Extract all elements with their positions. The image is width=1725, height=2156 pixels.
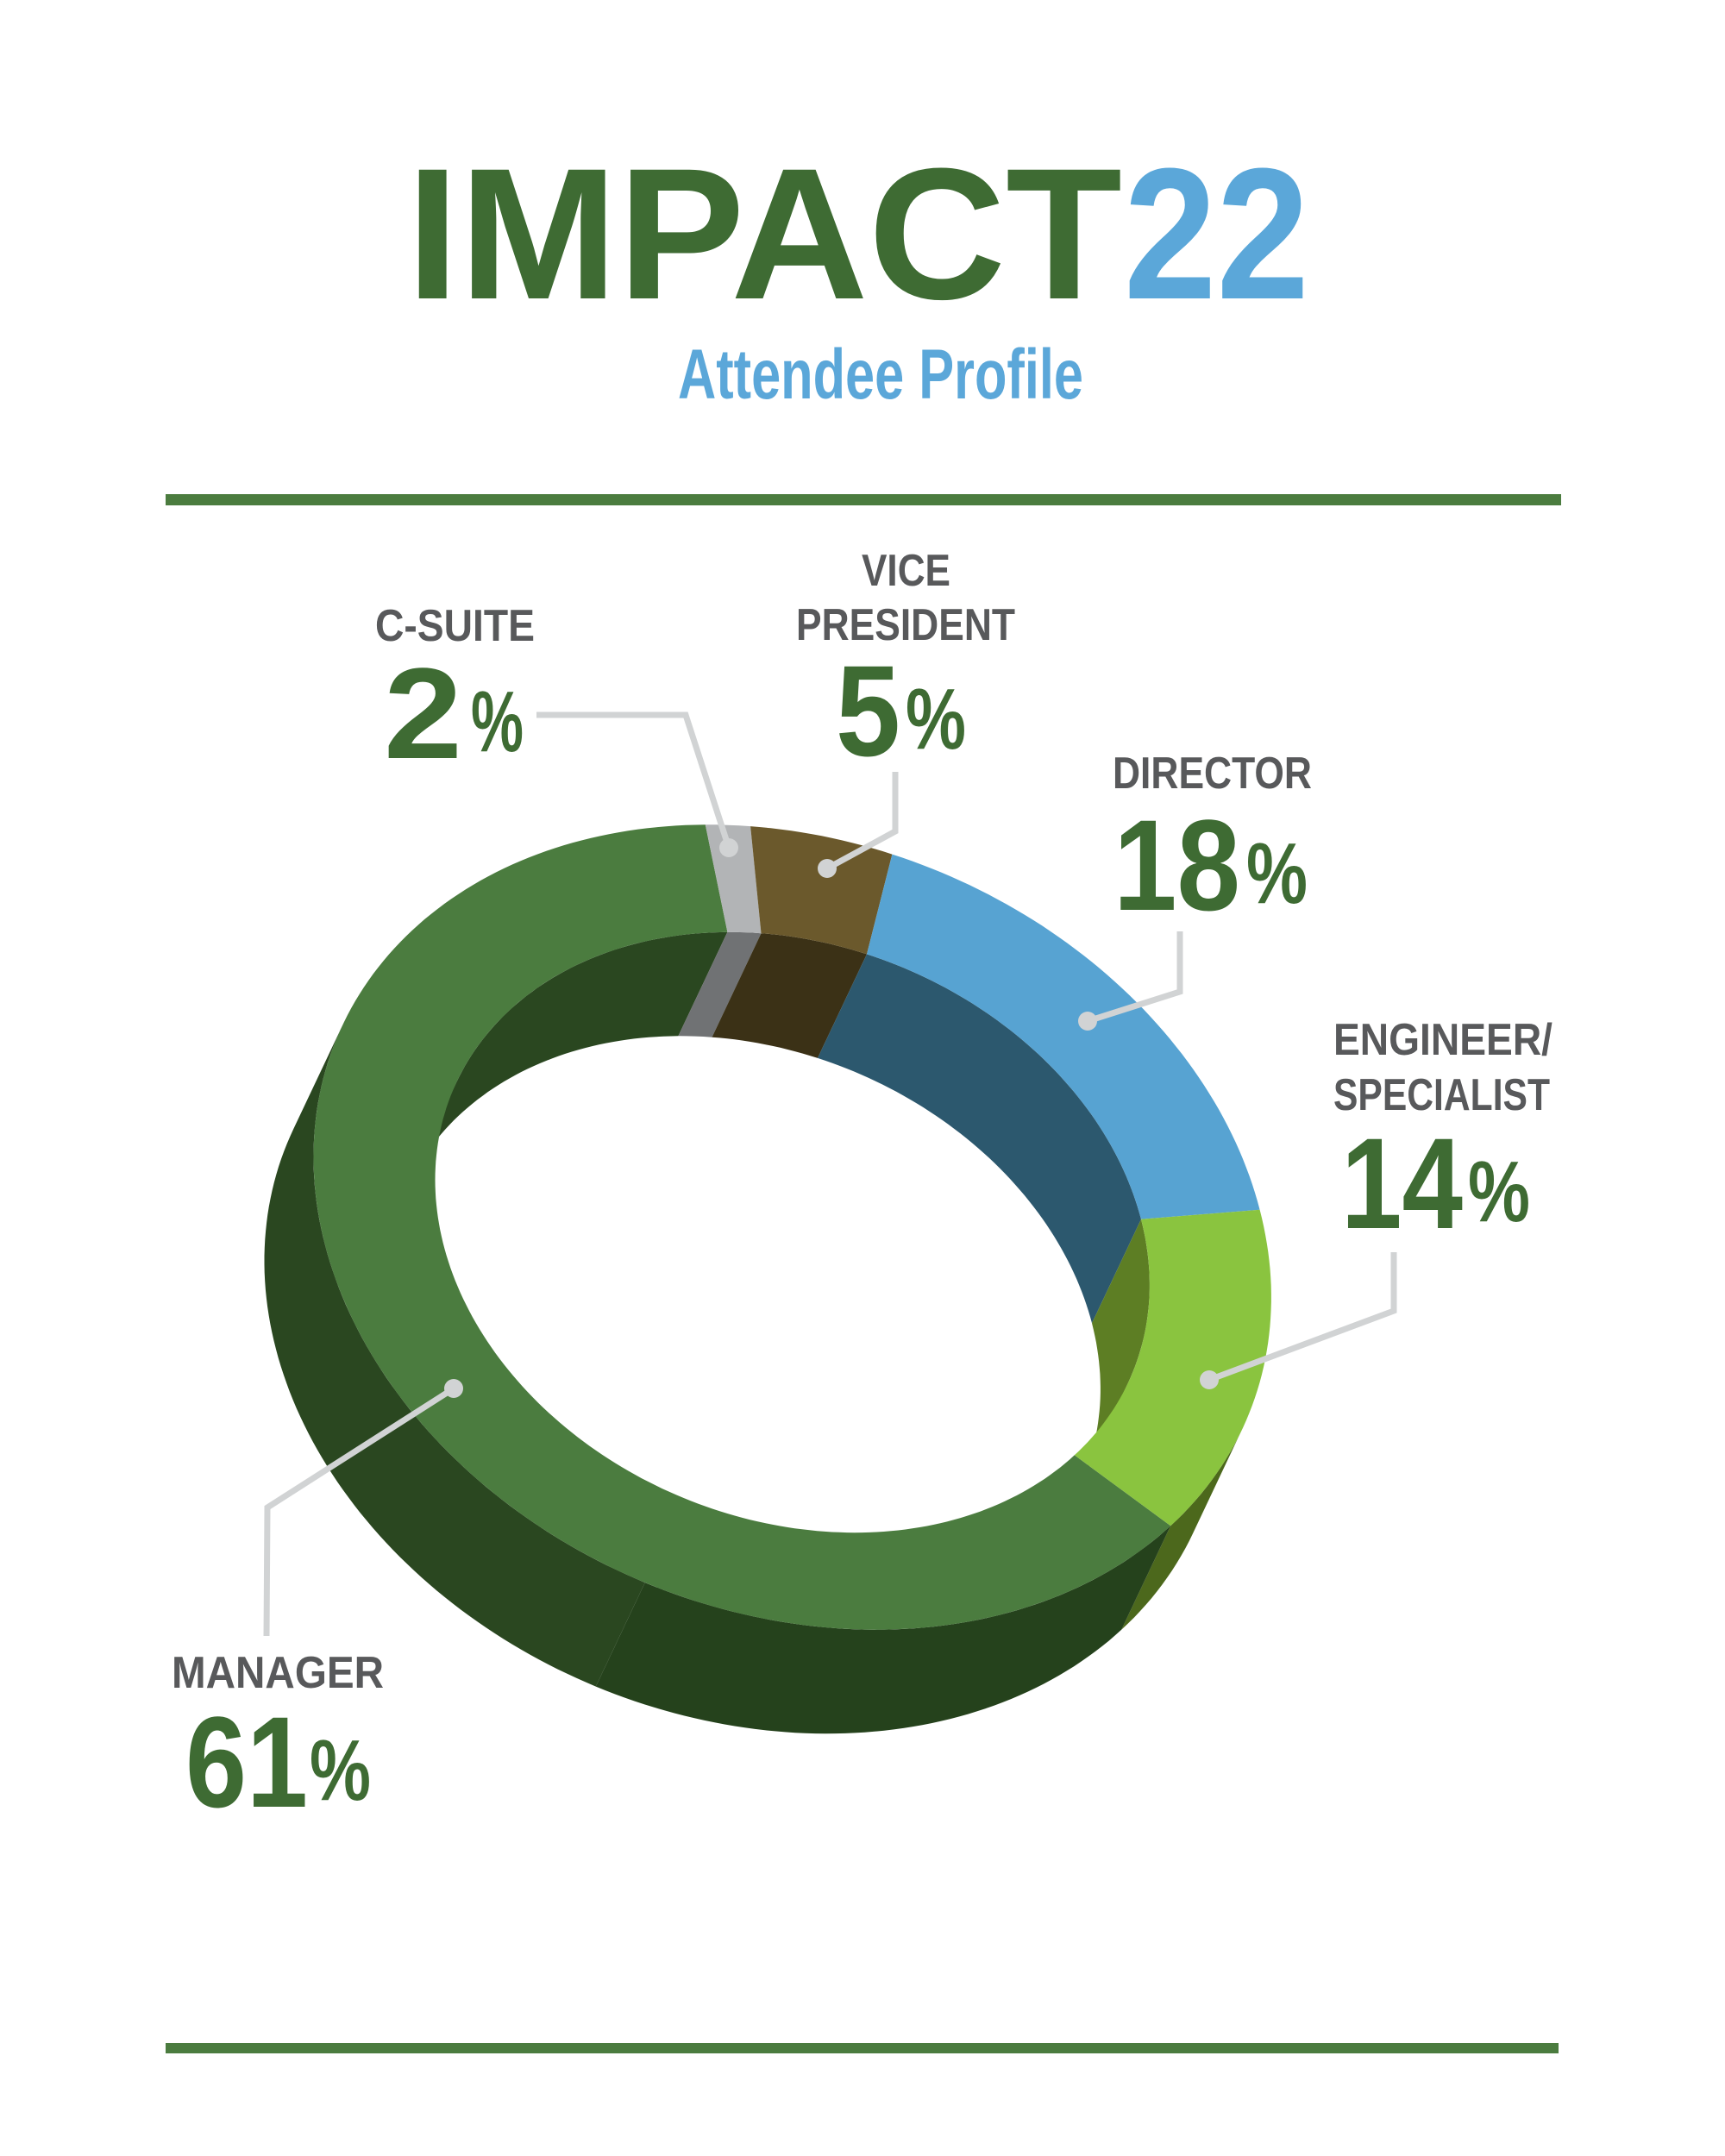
svg-text:5: 5 xyxy=(836,638,900,783)
svg-text:%: % xyxy=(1468,1144,1530,1240)
svg-text:DIRECTOR: DIRECTOR xyxy=(1113,749,1312,799)
svg-text:PRESIDENT: PRESIDENT xyxy=(796,600,1015,650)
svg-text:VICE: VICE xyxy=(862,546,950,596)
svg-text:C-SUITE: C-SUITE xyxy=(375,601,535,651)
svg-text:%: % xyxy=(1246,825,1308,922)
svg-text:MANAGER: MANAGER xyxy=(172,1648,384,1698)
svg-text:%: % xyxy=(310,1722,371,1819)
svg-text:%: % xyxy=(471,674,524,770)
svg-text:2: 2 xyxy=(384,641,462,786)
svg-text:14: 14 xyxy=(1341,1111,1463,1256)
svg-text:%: % xyxy=(906,671,966,768)
svg-text:22: 22 xyxy=(1124,129,1309,338)
svg-text:61: 61 xyxy=(185,1689,308,1834)
svg-text:IMPACT: IMPACT xyxy=(406,129,1122,338)
svg-text:ENGINEER/: ENGINEER/ xyxy=(1333,1015,1552,1065)
svg-text:Attendee Profile: Attendee Profile xyxy=(678,335,1083,414)
svg-text:18: 18 xyxy=(1113,793,1240,937)
svg-text:SPECIALIST: SPECIALIST xyxy=(1333,1070,1550,1120)
